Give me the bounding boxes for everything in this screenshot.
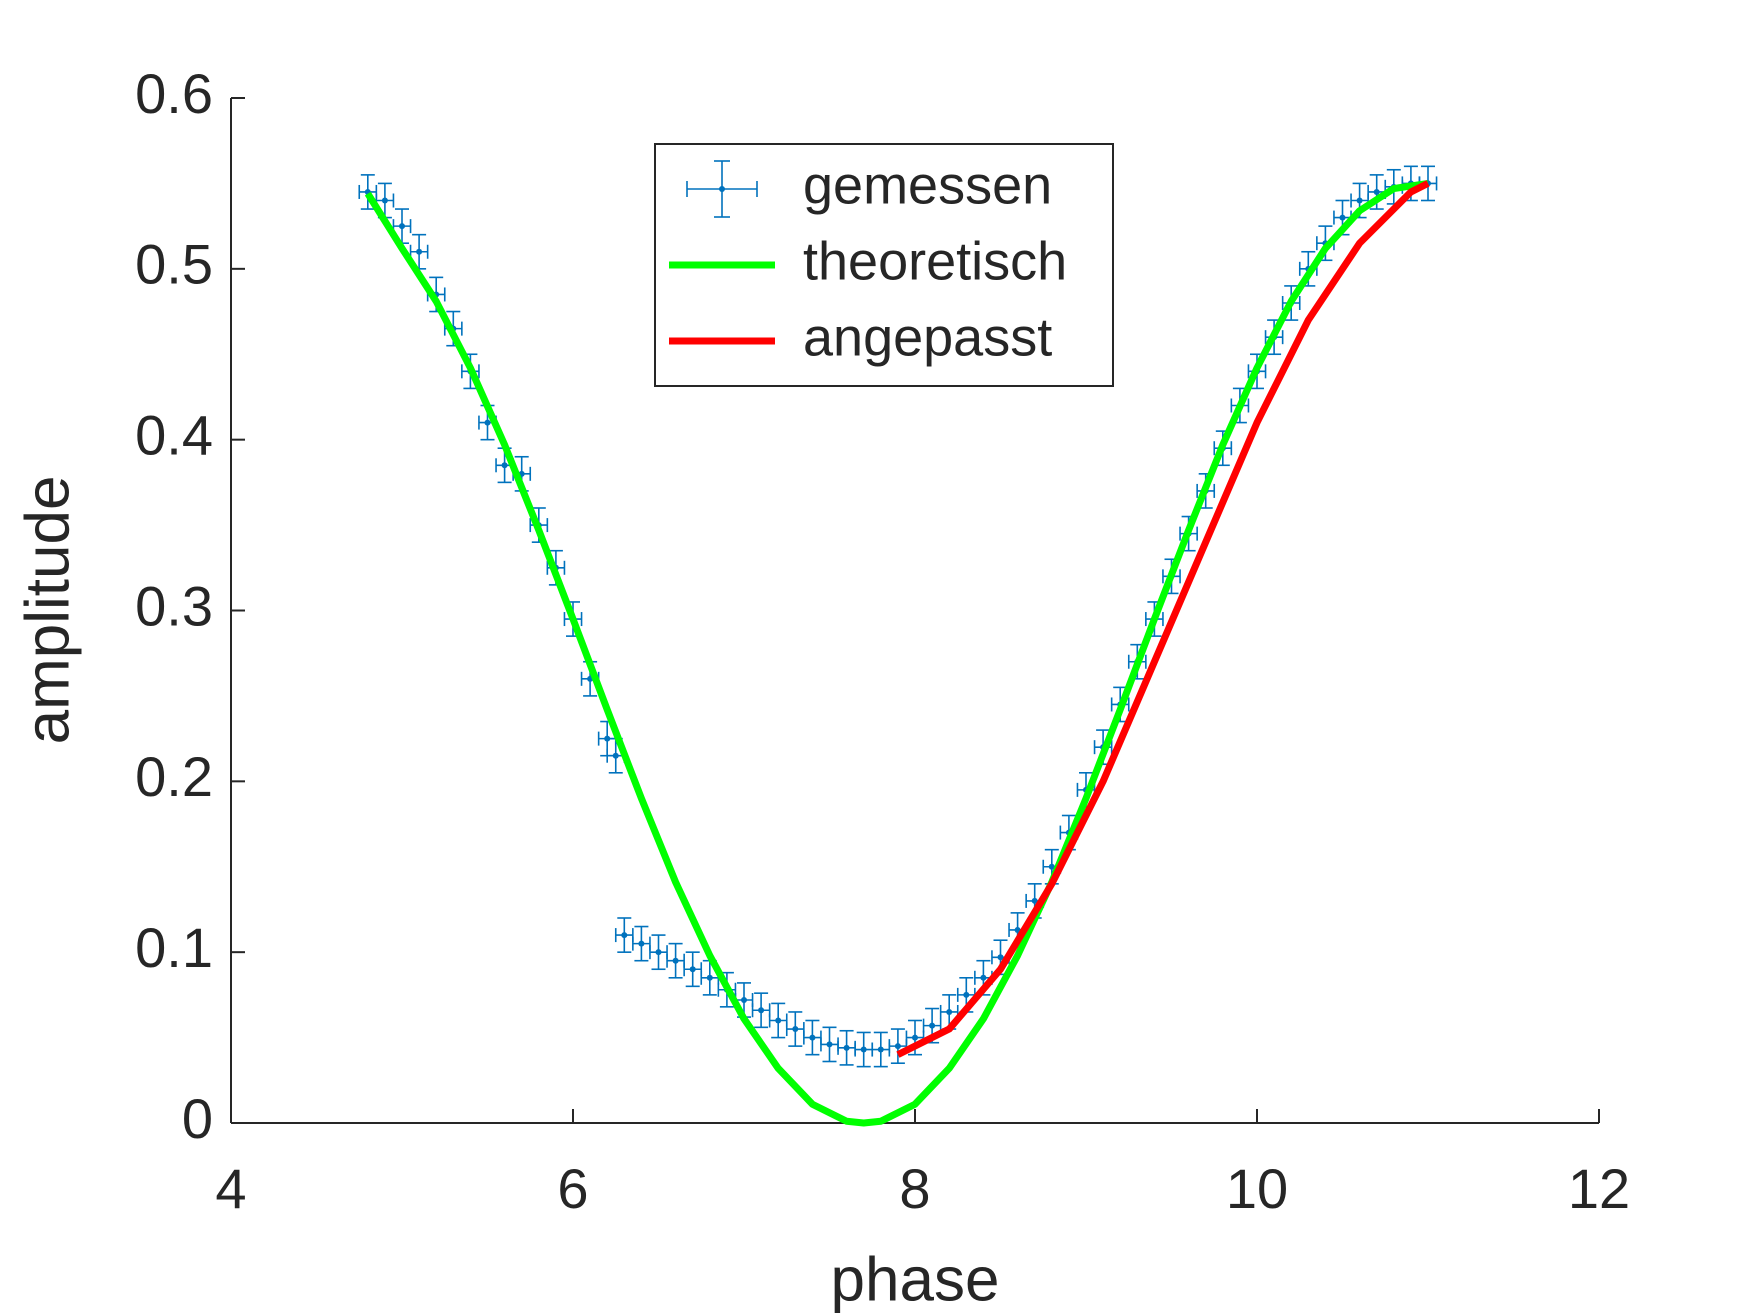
data-point: [946, 1008, 953, 1015]
legend-label: theoretisch: [803, 231, 1067, 291]
y-tick-label: 0.5: [135, 233, 213, 296]
data-point: [612, 752, 619, 759]
line: [364, 179, 1429, 1127]
data-point: [484, 419, 491, 426]
data-point: [672, 957, 679, 964]
data-point: [877, 1046, 884, 1053]
legend-swatch: [719, 186, 725, 192]
data-point: [775, 1017, 782, 1024]
legend-label: gemessen: [803, 155, 1052, 215]
data-point: [860, 1046, 867, 1053]
legend-label: angepasst: [803, 307, 1052, 367]
data-point: [963, 991, 970, 998]
data-point: [758, 1007, 765, 1014]
data-point: [843, 1044, 850, 1051]
x-tick-label: 12: [1568, 1157, 1630, 1220]
y-tick-label: 0.6: [135, 62, 213, 125]
x-tick-label: 6: [557, 1157, 588, 1220]
data-point: [1373, 188, 1380, 195]
x-tick-label: 4: [215, 1157, 246, 1220]
data-point: [1048, 863, 1055, 870]
data-point: [381, 197, 388, 204]
data-point: [1031, 897, 1038, 904]
y-axis-label: amplitude: [13, 476, 82, 745]
data-point: [997, 954, 1004, 961]
x-tick-label: 10: [1226, 1157, 1288, 1220]
data-point: [792, 1026, 799, 1033]
y-tick-label: 0.2: [135, 745, 213, 808]
data-point: [604, 735, 611, 742]
x-tick-label: 8: [899, 1157, 930, 1220]
data-point: [912, 1034, 918, 1041]
data-point: [826, 1041, 833, 1048]
data-point: [501, 462, 508, 469]
data-point: [416, 248, 423, 255]
data-point: [894, 1043, 901, 1050]
data-point: [1356, 197, 1363, 204]
y-tick-label: 0.4: [135, 403, 213, 466]
data-point: [399, 223, 405, 230]
data-point: [1014, 926, 1021, 933]
data-point: [638, 940, 645, 947]
data-point: [980, 974, 987, 981]
data-point: [621, 932, 628, 939]
data-point: [706, 974, 713, 981]
y-tick-label: 0: [182, 1087, 213, 1150]
x-axis-label: phase: [831, 1245, 1000, 1313]
data-point: [1339, 214, 1346, 221]
y-tick-label: 0.1: [135, 916, 213, 979]
data-point: [689, 966, 696, 973]
data-point: [741, 997, 747, 1003]
data-point: [929, 1022, 936, 1029]
y-tick-label: 0.3: [135, 574, 213, 637]
line: [896, 180, 1430, 1058]
data-point: [655, 949, 662, 956]
data-point: [809, 1034, 816, 1041]
